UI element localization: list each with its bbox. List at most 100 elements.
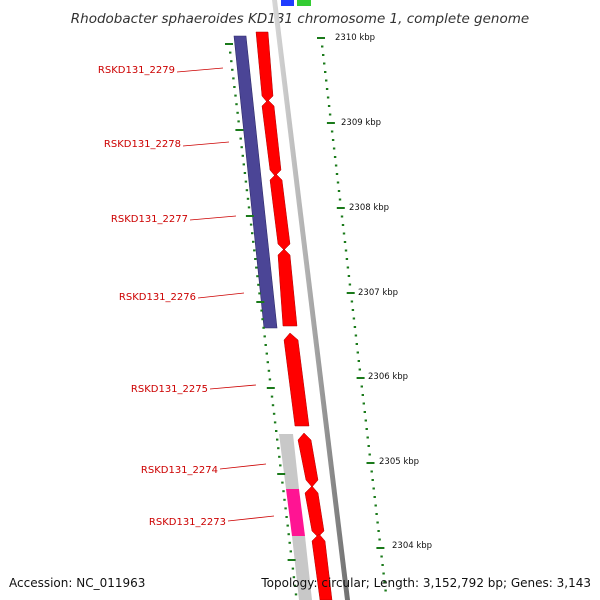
tick-mark <box>323 62 326 65</box>
gene-label-rskd131-2276: RSKD131_2276 <box>119 292 196 303</box>
blue-feature <box>281 0 294 6</box>
tick-mark <box>335 173 339 175</box>
tick-mark <box>338 198 342 201</box>
ruler-label: 2307 kbp <box>358 288 398 298</box>
tick-mark <box>234 94 237 97</box>
tick-mark <box>237 120 240 123</box>
tick-mark <box>261 318 264 321</box>
tick-mark <box>330 130 334 133</box>
tick-mark <box>257 283 260 286</box>
tick-mark <box>332 147 336 150</box>
tick-mark <box>229 51 232 54</box>
tick-mark <box>294 593 298 596</box>
map-title: Rhodobacter sphaeroides KD131 chromosome… <box>71 11 529 27</box>
tick-mark <box>373 496 376 498</box>
tick-mark <box>358 368 361 371</box>
tick-mark <box>380 555 383 558</box>
tick-mark <box>374 504 377 507</box>
tick-mark <box>384 589 387 592</box>
tick-mark <box>367 445 370 447</box>
tick-mark <box>249 223 253 226</box>
tick-mark <box>242 163 245 166</box>
tick-mark <box>279 464 282 467</box>
tick-mark <box>230 60 233 63</box>
tick-mark <box>382 572 385 575</box>
tick-mark <box>281 481 284 484</box>
cds-arrow-rskd131-2274 <box>297 432 319 488</box>
tick-mark <box>355 343 358 345</box>
ruler-label: 2309 kbp <box>341 118 381 128</box>
tick-mark <box>258 292 261 295</box>
tick-mark <box>333 156 337 158</box>
cds-arrow-lower <box>311 533 333 600</box>
tick-mark <box>256 301 265 303</box>
tick-mark <box>235 103 238 106</box>
tick-mark <box>292 576 296 579</box>
tick-mark <box>346 266 350 269</box>
tick-mark <box>255 266 258 269</box>
tick-mark <box>264 344 267 346</box>
tick-mark <box>360 385 363 388</box>
tick-mark <box>286 524 289 527</box>
tick-mark <box>239 137 242 140</box>
tick-mark <box>256 275 259 278</box>
genome-backbone <box>272 0 350 600</box>
cds-arrow-rskd131-2278 <box>261 99 282 177</box>
tick-mark <box>277 473 286 475</box>
gene-leader-line <box>197 292 245 299</box>
gene-leader-line <box>219 463 267 470</box>
tick-mark <box>246 197 250 200</box>
tick-mark <box>235 129 244 131</box>
tick-mark <box>272 412 276 415</box>
tick-mark <box>326 96 330 99</box>
tick-mark <box>233 86 236 88</box>
tick-mark <box>287 559 296 561</box>
cds-arrow-rskd131-2275 <box>283 332 310 427</box>
tick-mark <box>365 428 368 430</box>
tick-mark <box>277 447 280 450</box>
grey-feature <box>279 434 299 489</box>
tick-mark <box>353 326 357 328</box>
tick-mark <box>340 215 344 218</box>
tick-mark <box>291 567 295 570</box>
tick-mark <box>231 68 234 71</box>
gene-label-rskd131-2274: RSKD131_2274 <box>141 465 218 476</box>
tick-mark <box>245 215 254 217</box>
gene-label-rskd131-2277: RSKD131_2277 <box>111 214 188 225</box>
ruler-label: 2308 kbp <box>349 203 389 213</box>
gene-label-rskd131-2278: RSKD131_2278 <box>104 139 181 150</box>
gene-label-rskd131-2275: RSKD131_2275 <box>131 384 208 395</box>
gene-label-rskd131-2273: RSKD131_2273 <box>149 517 226 528</box>
grey-feature-lower <box>292 536 312 600</box>
tick-mark <box>337 190 341 192</box>
tick-mark <box>366 436 369 439</box>
tick-mark <box>244 180 248 183</box>
tick-mark <box>321 45 324 48</box>
gene-leader-line <box>182 141 230 147</box>
tick-mark <box>352 317 356 320</box>
tick-mark <box>254 258 257 260</box>
tick-mark <box>344 249 348 252</box>
tick-mark <box>336 181 340 184</box>
tick-mark <box>236 111 239 114</box>
gene-leader-line <box>209 384 257 390</box>
pink-feature <box>286 489 305 536</box>
tick-mark <box>343 241 347 243</box>
tick-mark <box>245 189 249 192</box>
tick-mark <box>232 77 235 80</box>
tick-mark <box>322 54 325 56</box>
tick-mark <box>266 387 275 389</box>
tick-mark <box>240 146 243 149</box>
ruler-label: 2310 kbp <box>335 33 375 43</box>
tick-mark <box>354 334 358 337</box>
tick-mark <box>366 462 375 464</box>
tick-mark <box>276 438 279 441</box>
tick-mark <box>375 513 378 515</box>
cds-arrow-rskd131-2279 <box>255 31 274 103</box>
tick-mark <box>325 88 329 90</box>
tick-mark <box>334 164 338 167</box>
tick-mark <box>357 360 360 362</box>
tick-mark <box>252 240 255 243</box>
tick-mark <box>326 122 335 124</box>
tick-mark <box>346 292 355 294</box>
